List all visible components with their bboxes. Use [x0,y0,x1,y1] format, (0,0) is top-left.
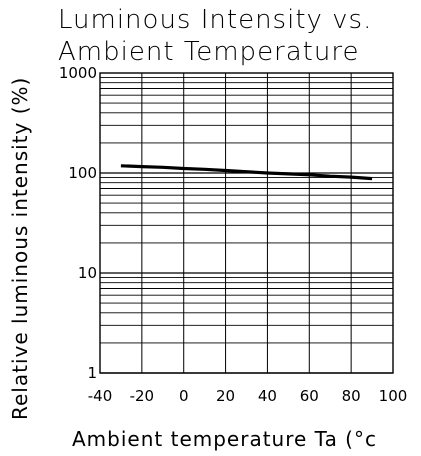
x-tick-label: -40 [88,387,113,405]
plot-border [99,72,394,374]
tick-labels: -40 -20 0 20 40 60 80 100 1 10 100 1000 [59,64,408,405]
grid [99,73,394,374]
x-tick-label: -20 [130,387,155,405]
y-tick-label: 100 [68,164,97,182]
chart-title-line-2: Ambient Temperature [58,37,359,67]
x-tick-label: 100 [379,387,408,405]
x-axis-label: Ambient temperature Ta (°c [72,427,377,451]
chart-title-line-1: Luminous Intensity vs. [58,5,372,35]
x-tick-label: 80 [342,387,361,405]
x-tick-label: 0 [179,387,189,405]
x-tick-label: 20 [216,387,235,405]
y-tick-label: 1000 [59,64,97,82]
y-tick-label: 10 [78,264,97,282]
y-axis-label: Relative luminous intensity (%) [8,77,32,420]
series-layer [120,164,373,181]
series-line [120,164,373,181]
y-tick-label: 1 [87,364,97,382]
x-tick-label: 60 [300,387,319,405]
x-tick-label: 40 [258,387,277,405]
